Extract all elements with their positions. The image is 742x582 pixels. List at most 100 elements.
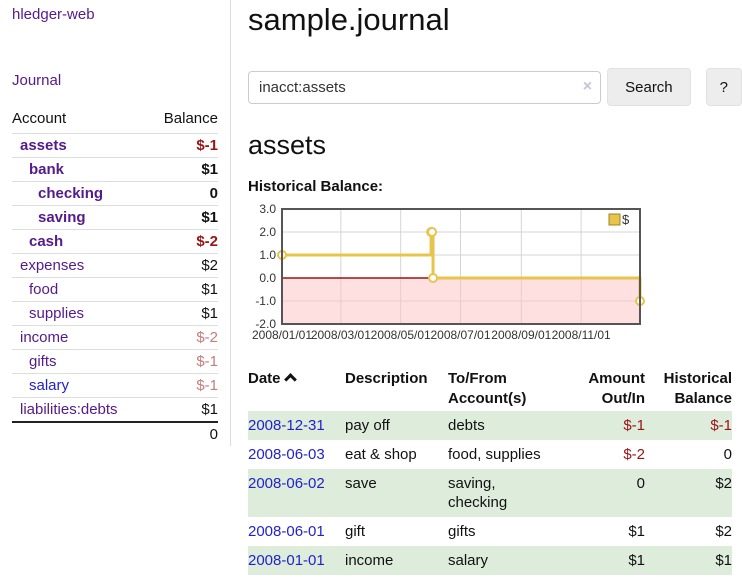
account-row: food $1 — [12, 277, 218, 302]
transaction-balance: $-1 — [710, 417, 732, 434]
account-balance: $1 — [148, 277, 218, 302]
search-button[interactable]: Search — [607, 68, 691, 106]
transaction-description: gift — [345, 523, 366, 540]
svg-text:1.0: 1.0 — [259, 248, 276, 262]
transaction-balance: $2 — [715, 523, 732, 540]
svg-text:$: $ — [622, 212, 630, 227]
page-title: sample.journal — [248, 2, 450, 37]
account-balance: $1 — [148, 205, 218, 230]
register-header-amount: Amount Out/In — [588, 370, 645, 407]
account-link-income[interactable]: income — [20, 329, 69, 346]
account-link-checking[interactable]: checking — [38, 185, 104, 202]
account-balance: $-1 — [148, 349, 218, 374]
account-link-assets[interactable]: assets — [20, 137, 67, 154]
transaction-amount: 0 — [636, 475, 645, 492]
transaction-description: pay off — [345, 417, 390, 434]
transaction-date-link[interactable]: 2008-12-31 — [248, 417, 325, 434]
transaction-row: 2008-06-02 save saving, checking 0 $2 — [248, 469, 732, 517]
register-header-description: Description — [345, 370, 428, 387]
account-row: cash $-2 — [12, 229, 218, 254]
transaction-date-link[interactable]: 2008-06-03 — [248, 446, 325, 463]
accounts-total-value: 0 — [148, 421, 218, 446]
svg-text:2008/09/01: 2008/09/01 — [491, 328, 551, 342]
account-link-supplies[interactable]: supplies — [29, 305, 85, 322]
transaction-accounts: debts — [448, 417, 485, 434]
transaction-date-link[interactable]: 2008-01-01 — [248, 552, 325, 569]
svg-text:2.0: 2.0 — [259, 225, 276, 239]
transaction-row: 2008-06-01 gift gifts $1 $2 — [248, 517, 732, 546]
svg-text:2008/07/01: 2008/07/01 — [430, 328, 490, 342]
transaction-balance: $2 — [715, 475, 732, 492]
account-row: income $-2 — [12, 325, 218, 350]
help-button[interactable]: ? — [705, 68, 742, 106]
register-header-date[interactable]: Date — [248, 367, 345, 411]
account-row: liabilities:debts $1 — [12, 397, 218, 422]
account-row: salary $-1 — [12, 373, 218, 398]
account-link-food[interactable]: food — [29, 281, 59, 298]
search-box: × — [248, 68, 602, 106]
transaction-date-link[interactable]: 2008-06-02 — [248, 475, 325, 492]
register-table: Date Description To/From Account(s) Amou… — [248, 367, 732, 575]
chart-title: Historical Balance: — [248, 178, 384, 195]
account-balance: $-2 — [148, 325, 218, 350]
svg-text:-1.0: -1.0 — [255, 294, 276, 308]
accounts-total-row: 0 — [12, 421, 218, 446]
transaction-amount: $1 — [628, 523, 645, 540]
clear-search-icon[interactable]: × — [582, 78, 593, 95]
account-balance: $-1 — [148, 133, 218, 158]
account-link-expenses[interactable]: expenses — [20, 257, 85, 274]
account-row: supplies $1 — [12, 301, 218, 326]
svg-text:-2.0: -2.0 — [255, 317, 276, 331]
account-link-cash[interactable]: cash — [29, 233, 64, 250]
account-link-liabilities-debts[interactable]: liabilities:debts — [20, 401, 118, 418]
brand-link[interactable]: hledger-web — [12, 6, 95, 23]
account-row: gifts $-1 — [12, 349, 218, 374]
account-balance: $-2 — [148, 229, 218, 254]
transaction-date-link[interactable]: 2008-06-01 — [248, 523, 325, 540]
transaction-amount: $1 — [628, 552, 645, 569]
chart-svg: $3.0 2.0 1.0 0.0 -1.0 -2.02008/01/012008/03/0… — [252, 202, 645, 342]
transaction-description: income — [345, 552, 394, 569]
account-row: saving $1 — [12, 205, 218, 230]
account-balance: $1 — [148, 301, 218, 326]
account-link-salary[interactable]: salary — [29, 377, 70, 394]
transaction-accounts: gifts — [448, 523, 476, 540]
account-balance: $2 — [148, 253, 218, 278]
transaction-amount: $-1 — [623, 417, 645, 434]
svg-text:0.0: 0.0 — [259, 271, 276, 285]
svg-text:3.0: 3.0 — [259, 203, 276, 216]
register-header-balance: Historical Balance — [663, 370, 732, 407]
accounts-header-balance: Balance — [163, 110, 218, 127]
account-heading: assets — [248, 130, 327, 160]
register-header-row: Date Description To/From Account(s) Amou… — [248, 367, 732, 411]
search-input[interactable] — [248, 71, 602, 104]
account-balance: $1 — [148, 397, 218, 422]
account-balance: 0 — [148, 181, 218, 206]
chart-legend: $ — [608, 212, 630, 227]
account-row: bank $1 — [12, 157, 218, 182]
sidebar-item-journal[interactable]: Journal — [12, 72, 62, 89]
svg-text:2008/05/01: 2008/05/01 — [371, 328, 431, 342]
transaction-accounts: saving, checking — [448, 475, 508, 511]
transaction-description: save — [345, 475, 377, 492]
account-row: expenses $2 — [12, 253, 218, 278]
main-content: sample.journal × Search ? assets Histori… — [231, 0, 742, 575]
transaction-description: eat & shop — [345, 446, 417, 463]
transaction-accounts: food, supplies — [448, 446, 541, 463]
account-link-saving[interactable]: saving — [38, 209, 86, 226]
register-header-accounts: To/From Account(s) — [448, 370, 527, 407]
account-link-bank[interactable]: bank — [29, 161, 65, 178]
transaction-accounts: salary — [448, 552, 489, 569]
svg-text:2008/11/01: 2008/11/01 — [552, 328, 611, 342]
account-row: assets $-1 — [12, 133, 218, 158]
svg-text:2008/03/01: 2008/03/01 — [311, 328, 371, 342]
transaction-row: 2008-06-03 eat & shop food, supplies $-2 0 — [248, 440, 732, 469]
transaction-balance: $1 — [715, 552, 732, 569]
transaction-row: 2008-12-31 pay off debts $-1 $-1 — [248, 411, 732, 440]
transaction-amount: $-2 — [623, 446, 645, 463]
accounts-header-account: Account — [12, 110, 67, 127]
transaction-balance: 0 — [723, 446, 732, 463]
search-form: × Search ? — [248, 68, 742, 106]
account-link-gifts[interactable]: gifts — [29, 353, 57, 370]
historical-balance-chart[interactable]: $3.0 2.0 1.0 0.0 -1.0 -2.0 2008/01/01 2008/03/0… — [248, 202, 650, 345]
